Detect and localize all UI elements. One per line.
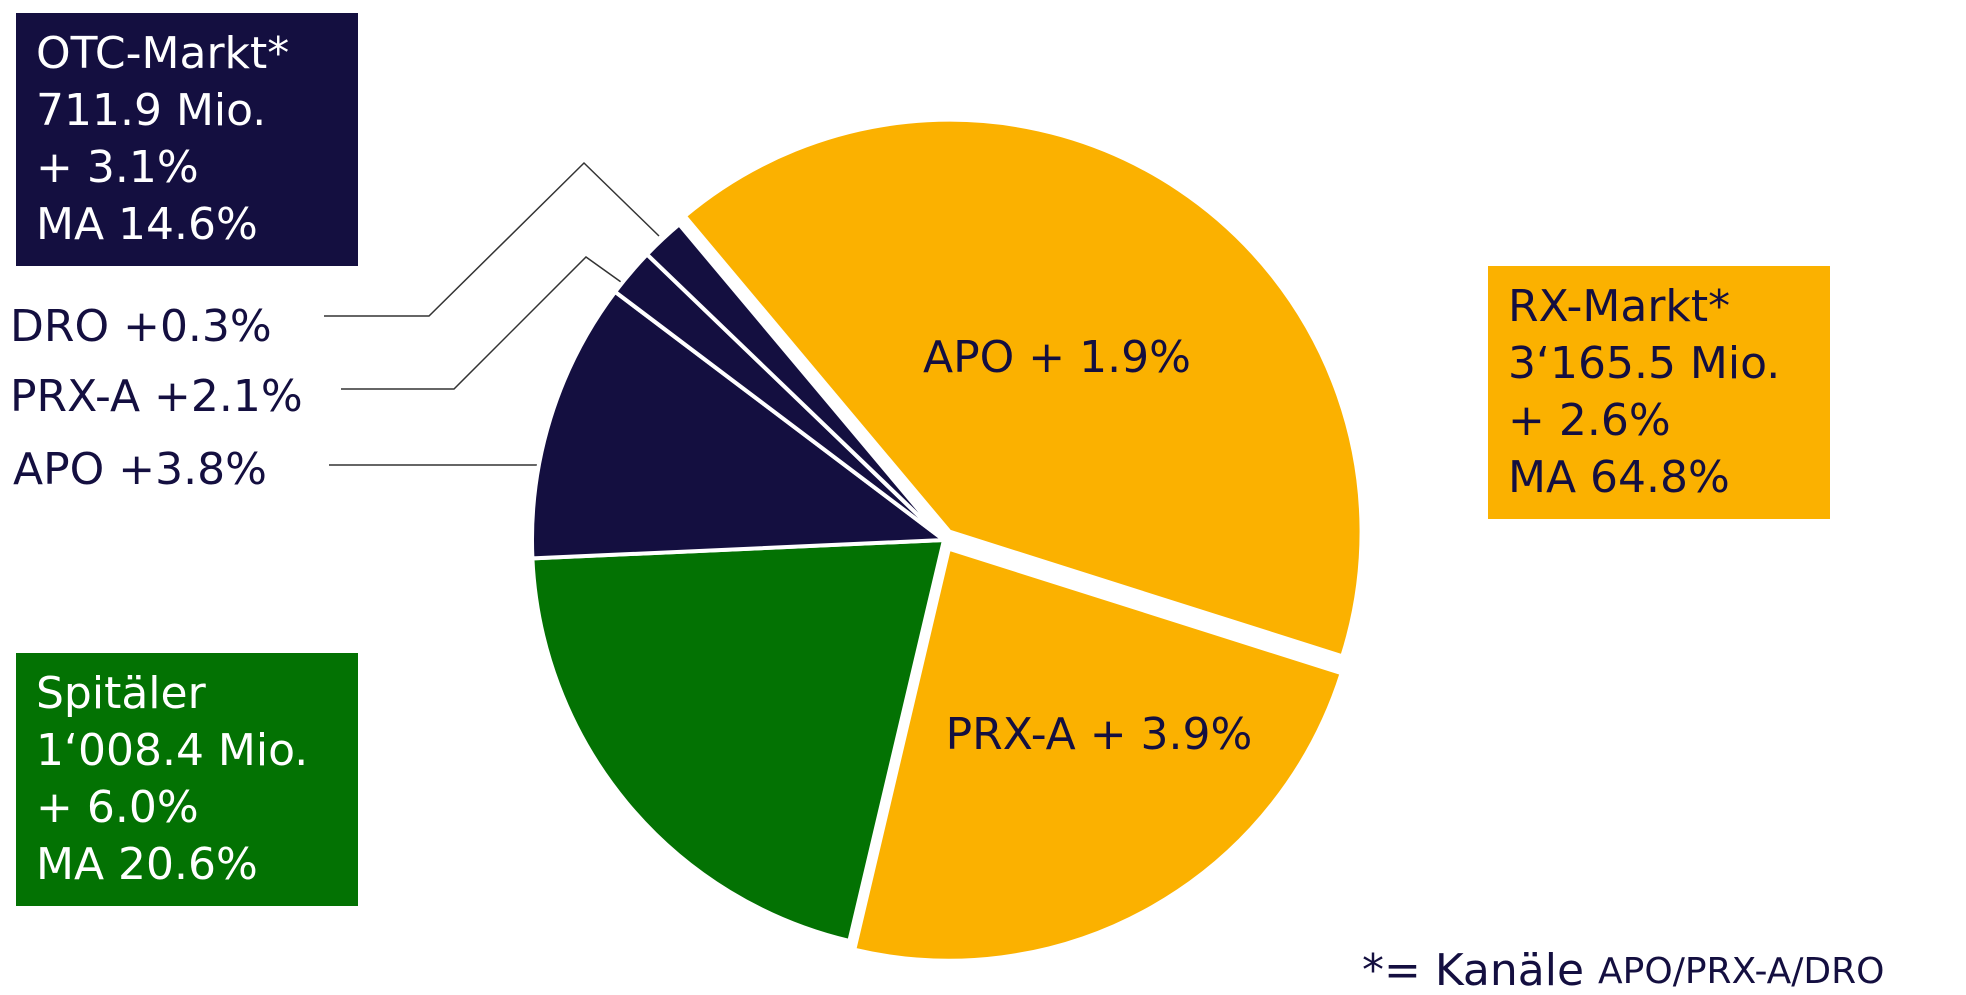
pie-slice bbox=[681, 117, 1364, 659]
group-label: OTC-Markt* bbox=[36, 28, 289, 79]
group-label: 711.9 Mio. bbox=[36, 85, 266, 136]
footnote: *= Kanäle APO/PRX-A/DRO bbox=[1362, 945, 1884, 995]
group-label: MA 64.8% bbox=[1508, 452, 1730, 503]
slice-label: PRX-A + 3.9% bbox=[946, 709, 1253, 760]
slice-label: APO +3.8% bbox=[13, 444, 267, 495]
pie-slice bbox=[851, 546, 1345, 963]
group-label: Spitäler bbox=[36, 668, 207, 719]
group-label: + 3.1% bbox=[36, 142, 199, 193]
pie-slice bbox=[530, 289, 950, 561]
footnote-main: *= Kanäle bbox=[1362, 945, 1584, 995]
footnote-channels: APO/PRX-A/DRO bbox=[1598, 951, 1884, 992]
group-label: 1‘008.4 Mio. bbox=[36, 725, 308, 776]
group-label: + 2.6% bbox=[1508, 395, 1671, 446]
group-box bbox=[16, 13, 358, 266]
slice-label: PRX-A +2.1% bbox=[10, 371, 303, 422]
group-label: 3‘165.5 Mio. bbox=[1508, 338, 1780, 389]
pie-slice bbox=[644, 221, 946, 542]
slice-label: APO + 1.9% bbox=[923, 332, 1191, 383]
slice-label: DRO +0.3% bbox=[10, 301, 272, 352]
group-label: MA 20.6% bbox=[36, 839, 258, 890]
pie-slice bbox=[530, 537, 947, 944]
group-label: + 6.0% bbox=[36, 782, 199, 833]
group-label: RX-Markt* bbox=[1508, 281, 1730, 332]
leader-line bbox=[324, 161, 660, 317]
group-label: MA 14.6% bbox=[36, 199, 258, 250]
group-box bbox=[1488, 266, 1830, 519]
group-box bbox=[16, 653, 358, 906]
leader-line bbox=[341, 256, 622, 390]
